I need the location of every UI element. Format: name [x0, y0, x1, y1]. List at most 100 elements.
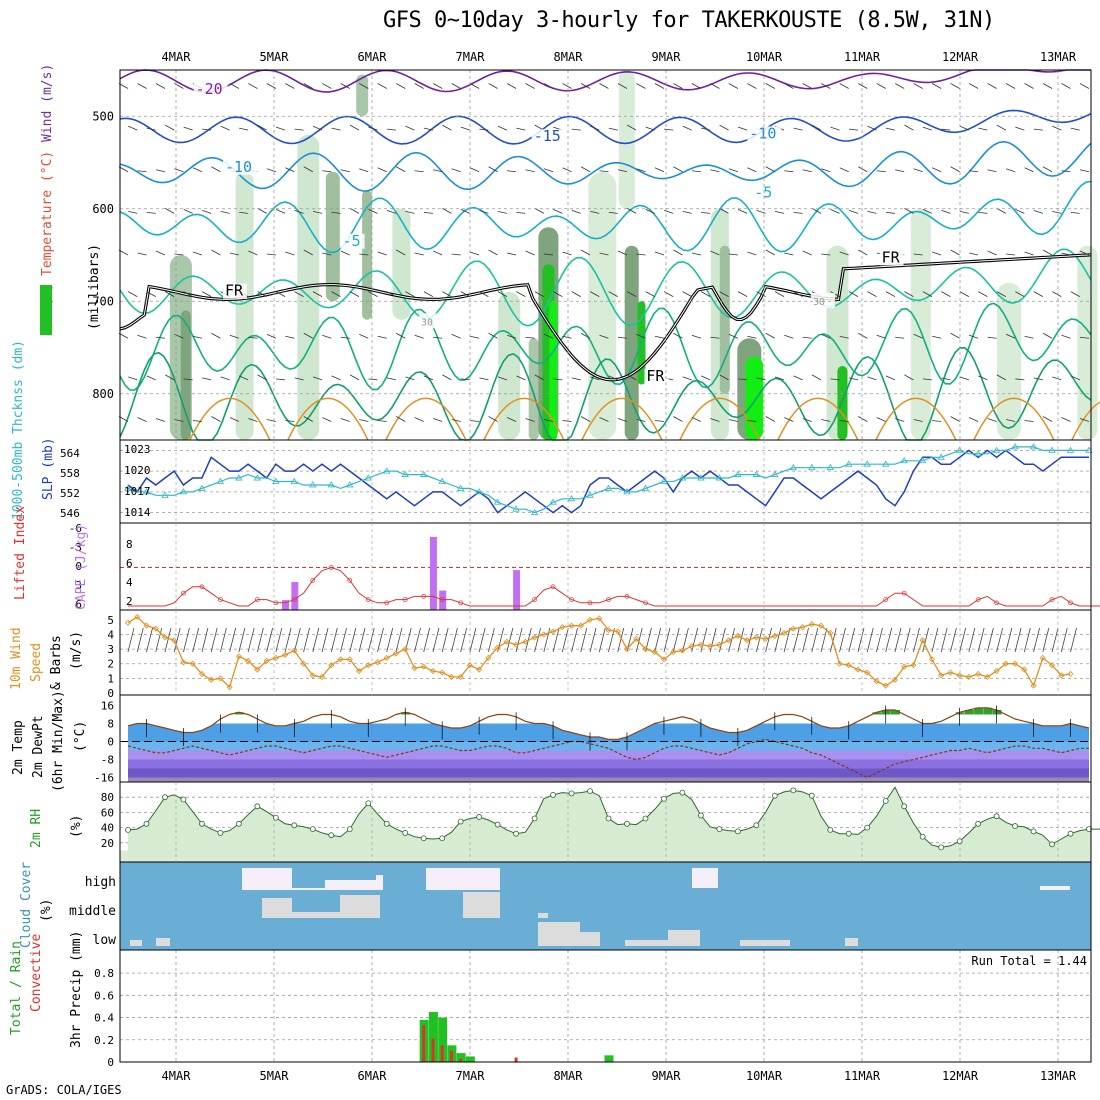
rh-marker	[568, 790, 575, 797]
wind-marker	[161, 634, 169, 641]
y-tick-label-left: 6	[75, 598, 82, 611]
wind-barb	[793, 211, 803, 214]
wind-barb	[543, 419, 554, 422]
wind-barb	[331, 291, 341, 297]
wind-barb	[451, 419, 461, 422]
rh-marker	[975, 820, 982, 827]
rh-marker	[346, 826, 353, 833]
date-label-top: 9MAR	[652, 50, 682, 64]
wind-barb	[525, 336, 535, 339]
wind-marker	[817, 622, 825, 629]
contour-label: -5	[754, 184, 772, 202]
wind-barb-10m	[210, 627, 218, 653]
wind-barb	[396, 332, 406, 339]
wind-barb-10m	[312, 627, 320, 653]
wind-barb	[165, 208, 175, 214]
wind-barb	[701, 127, 711, 131]
wind-barb	[275, 291, 286, 297]
wind-marker	[291, 647, 298, 654]
thickness-marker	[992, 446, 1001, 453]
rh-marker	[642, 815, 649, 822]
wind-barb	[645, 291, 655, 297]
y-tick-label-left: 564	[60, 447, 80, 460]
wind-barb	[904, 208, 914, 214]
rh-marker	[587, 788, 593, 795]
wind-marker	[891, 676, 899, 683]
wind-barb	[1024, 83, 1034, 89]
wind-marker	[965, 673, 972, 680]
cloud-high	[376, 875, 383, 890]
y-tick-label: 0.2	[94, 1034, 114, 1047]
wind-barb-10m	[497, 627, 505, 653]
wind-marker	[984, 673, 991, 680]
thickness-marker	[826, 463, 834, 471]
wind-barb	[821, 83, 831, 89]
thickness-marker	[734, 470, 742, 477]
warm-cap	[955, 712, 965, 715]
wind-barb	[802, 336, 812, 339]
wind-barb	[469, 167, 480, 173]
cape-bar	[282, 600, 290, 610]
wind-barb	[377, 167, 387, 173]
precip-convective-bar	[459, 1058, 463, 1062]
thickness-marker	[124, 484, 132, 491]
precip-convective-bar	[431, 1038, 435, 1062]
wind-barb	[534, 208, 545, 214]
wind-barb-10m	[654, 627, 662, 653]
wind-marker	[337, 656, 344, 663]
wind-barb	[941, 291, 951, 297]
wind-barb	[663, 291, 674, 297]
rh-shade	[719, 245, 730, 394]
wind-marker	[328, 662, 335, 669]
wind-barb	[275, 126, 286, 131]
wind-barb	[294, 209, 304, 214]
thickness-marker	[567, 495, 576, 502]
wind-barb	[654, 251, 665, 256]
wind-marker	[670, 648, 677, 656]
wind-barb	[756, 209, 766, 214]
wind-marker	[975, 670, 982, 678]
wind-marker	[1058, 672, 1065, 679]
rh-shade	[549, 301, 558, 440]
wind-barb	[765, 249, 776, 256]
wind-barb	[737, 209, 748, 214]
wind-barb	[331, 211, 341, 214]
wind-barb-10m	[173, 627, 181, 653]
wind-marker	[679, 647, 686, 654]
wind-marker	[1048, 662, 1056, 669]
li-marker	[218, 597, 223, 602]
temp-band	[128, 750, 1089, 760]
wind-barb-10m	[293, 627, 301, 653]
wind-barb	[479, 377, 489, 381]
ylabel-part: Wind (m/s)	[40, 64, 55, 142]
warm-cap	[890, 710, 900, 715]
wind-barb	[285, 335, 295, 339]
wind-barb	[275, 209, 286, 214]
wind-barb	[183, 378, 193, 381]
wind-barb	[599, 83, 609, 89]
wind-barb	[830, 209, 840, 214]
rh-marker	[882, 798, 889, 804]
rh-marker	[125, 826, 131, 833]
wind-barb	[590, 376, 600, 381]
cloud-high	[426, 868, 500, 890]
cloud-high	[1040, 886, 1070, 890]
rh-marker	[1030, 828, 1037, 835]
wind-barb	[405, 210, 415, 214]
wind-barb	[507, 252, 517, 256]
date-label-bottom: 9MAR	[652, 1069, 682, 1083]
precip-convective-bar	[449, 1050, 453, 1062]
wind-marker	[254, 666, 261, 673]
thickness-marker	[456, 484, 465, 491]
contour-label-bg	[644, 368, 669, 384]
wind-barb-10m	[256, 627, 264, 653]
wind-barb	[913, 253, 923, 256]
wind-barb	[636, 83, 646, 89]
wind-marker	[568, 622, 575, 629]
wind-barb	[599, 334, 609, 339]
wind-barb	[562, 420, 572, 422]
wind-barb-10m	[377, 627, 384, 653]
wind-barb	[451, 168, 461, 173]
wind-barb	[941, 209, 951, 214]
contour-label-bg	[752, 185, 777, 201]
